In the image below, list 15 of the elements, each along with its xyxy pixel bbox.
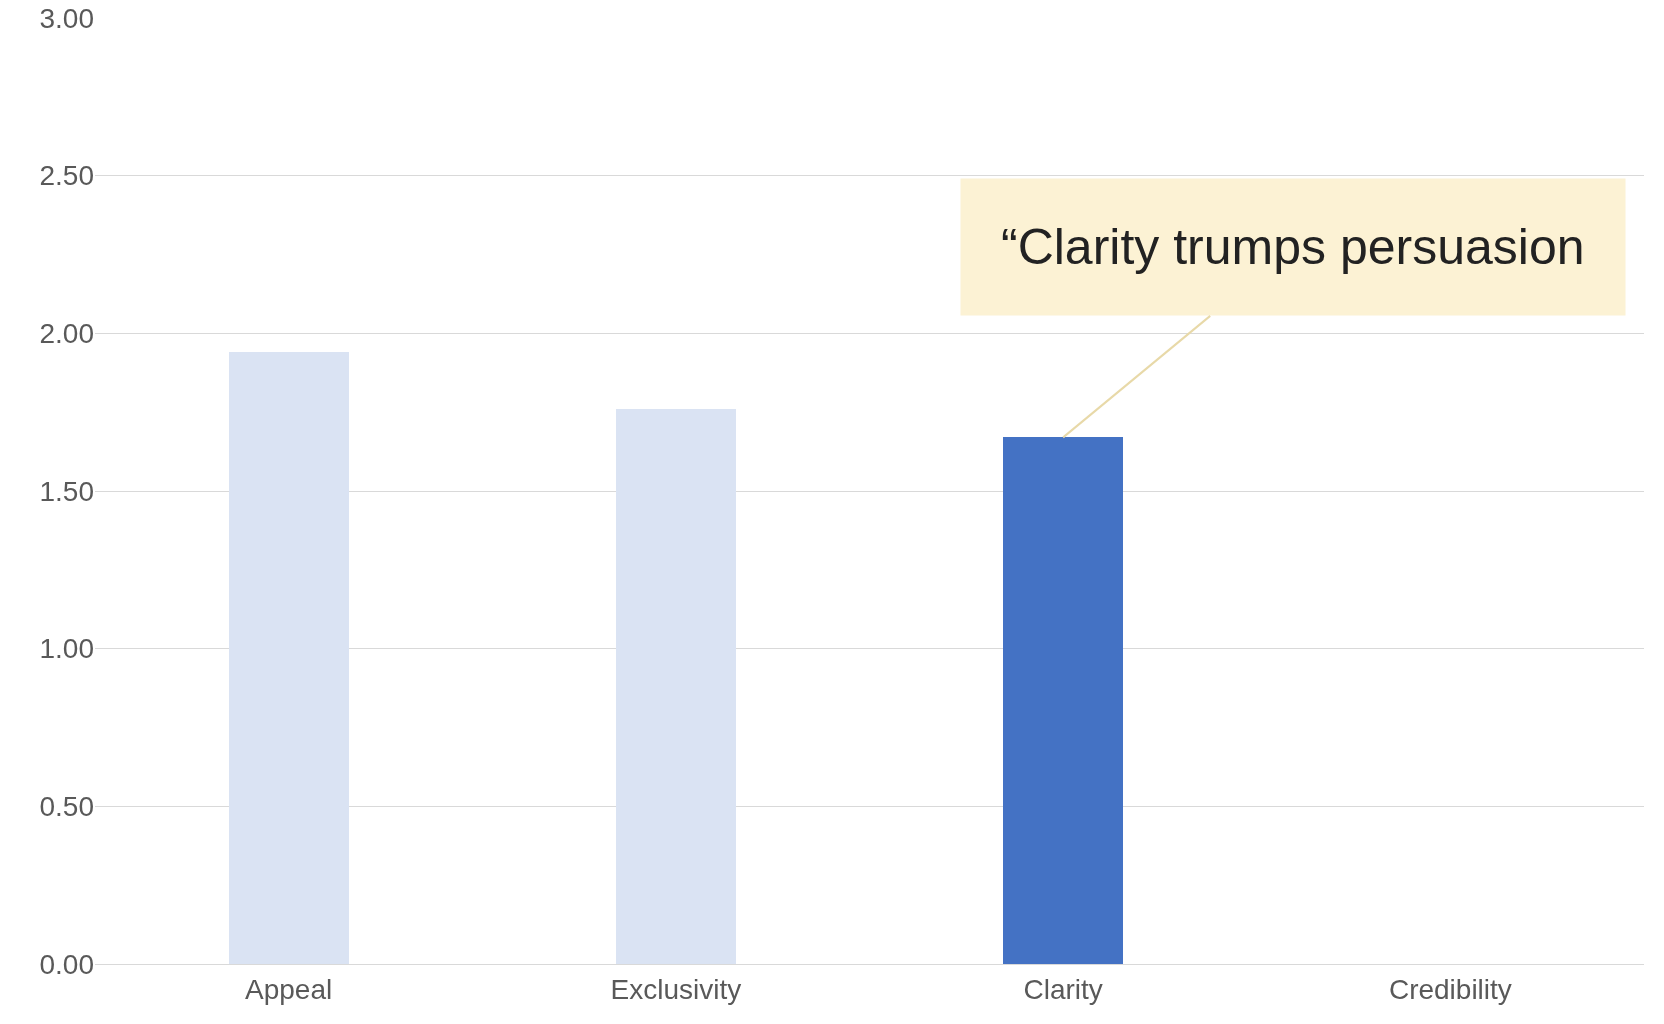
x-tick-label: Credibility	[1388, 973, 1512, 1005]
bar	[1003, 437, 1123, 964]
y-tick-label: 0.00	[39, 948, 94, 980]
annotation: “Clarity trumps persuasion	[1001, 219, 1585, 275]
y-tick-label: 1.50	[39, 475, 94, 507]
bar	[229, 352, 349, 964]
x-tick-label: Exclusivity	[610, 973, 742, 1005]
y-tick-label: 3.00	[39, 2, 94, 34]
y-tick-label: 1.00	[39, 633, 94, 665]
y-tick-label: 2.00	[39, 318, 94, 350]
x-tick-label: Appeal	[245, 973, 333, 1005]
y-tick-label: 2.50	[39, 160, 94, 192]
bar	[616, 409, 736, 964]
x-tick-label: Clarity	[1023, 973, 1103, 1005]
y-tick-label: 0.50	[39, 791, 94, 823]
